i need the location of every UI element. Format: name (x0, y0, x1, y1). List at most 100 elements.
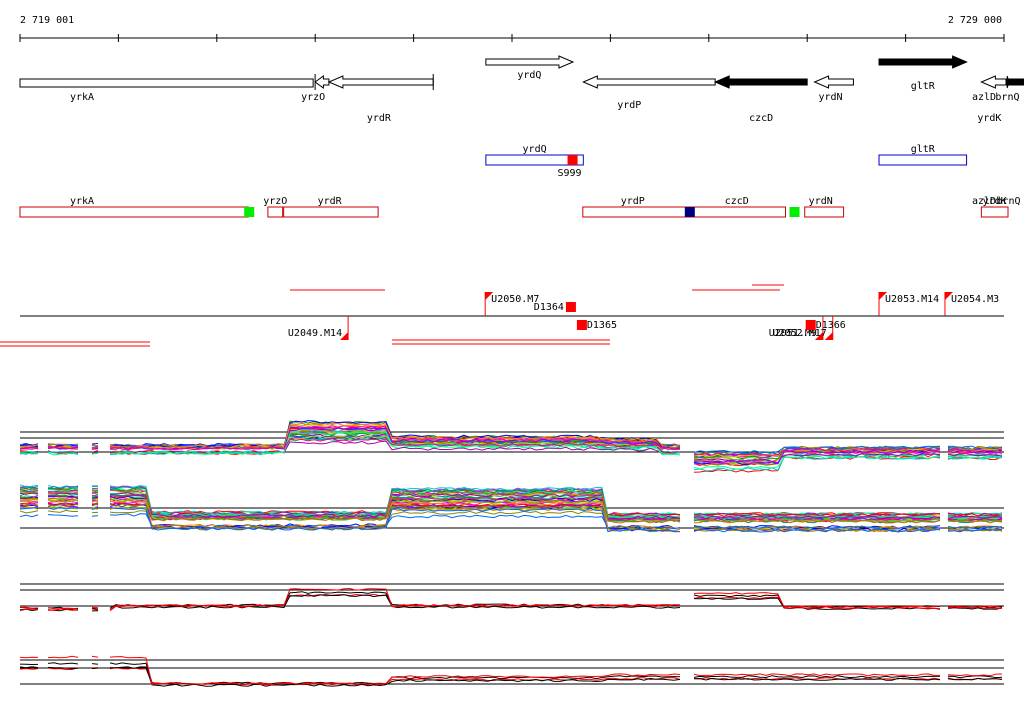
signal-label: S999 (558, 168, 582, 179)
minus-operon-yrdR[interactable]: yrdR (283, 196, 379, 218)
gene-arrow (485, 55, 575, 69)
downshift-D1364[interactable]: D1364 (534, 302, 576, 313)
gene-arrow (19, 78, 314, 88)
upshift-label: U2053.M14 (885, 294, 939, 305)
gene-arrow (327, 75, 434, 89)
gene-arrow (582, 75, 716, 89)
expression-panel-plus-summary (20, 583, 1004, 612)
gene-arrow (980, 75, 1007, 89)
upshift-U2050.M7[interactable]: U2050.M7 (484, 292, 539, 316)
gene-yrzO[interactable]: yrzO (301, 75, 330, 103)
gene-gltR[interactable]: gltR (878, 55, 968, 92)
plus-operon-gltR[interactable]: gltR (878, 144, 968, 166)
operon-box (485, 154, 584, 166)
downshift-marker (576, 320, 587, 330)
gene-arrow (1005, 78, 1024, 86)
operon-label: yrdP (621, 196, 645, 207)
signal-S999[interactable]: S999 (558, 155, 582, 179)
upshift-marker (485, 292, 494, 300)
minus-operon-yrzO[interactable]: yrzO (263, 196, 287, 218)
operon-label: yrkA (70, 196, 94, 207)
upshift-U2053.M14[interactable]: U2053.M14 (878, 292, 939, 316)
operon-box (267, 206, 284, 218)
gene-label: czcD (749, 113, 773, 124)
upshift-label: U2052.M17 (773, 328, 827, 339)
signal-box (567, 155, 578, 165)
upshift-label: U2054.M3 (951, 294, 999, 305)
upshift-marker (340, 332, 349, 340)
transcription-shift-track: U2050.M7 U2053.M14 U2054.M3 U2049.M14 U2051.… (0, 284, 1004, 347)
minus-operon-yrdN[interactable]: yrdN (804, 196, 845, 218)
downshift-D1365[interactable]: D1365 (576, 320, 617, 331)
upshift-U2051.M9[interactable]: U2051.M9 (769, 316, 824, 340)
operon-label: yrdR (318, 196, 343, 207)
minus-operon-azlD[interactable]: azlD (972, 196, 996, 207)
minus-operon-yrdK[interactable]: yrdK (980, 196, 1009, 218)
gene-azlD[interactable]: azlD (972, 76, 1024, 103)
minus-operon-yrdP-czcD[interactable]: yrdP czcD (582, 196, 800, 218)
operon-label: brnQ (996, 196, 1020, 207)
gene-label: yrdK (977, 113, 1001, 124)
gene-yrkA[interactable]: yrkA (19, 74, 316, 103)
gene-yrdQ[interactable]: yrdQ (485, 55, 575, 81)
upshift-U2054.M3[interactable]: U2054.M3 (944, 292, 999, 316)
upshift-marker (814, 332, 823, 340)
downshift-label: D1364 (534, 302, 564, 313)
gene-yrdN[interactable]: yrdN (813, 75, 854, 103)
gene-label: azlD (972, 92, 996, 103)
ruler-start-label: 2 719 001 (20, 15, 74, 26)
gene-czcD[interactable]: czcD (713, 75, 808, 124)
upshift-marker (824, 332, 833, 340)
downshift-label: D1365 (587, 320, 617, 331)
upshift-U2049.M14[interactable]: U2049.M14 (288, 316, 349, 340)
downshift-marker (805, 320, 816, 330)
gene-label: yrdP (617, 100, 641, 111)
operon-box (283, 206, 379, 218)
ruler-end-label: 2 729 000 (948, 15, 1002, 26)
expression-panel-minus-summary (20, 655, 1004, 687)
operon-label: yrzO (263, 196, 287, 207)
minus-operon-yrkA[interactable]: yrkA (19, 196, 255, 218)
gene-yrdP[interactable]: yrdP (582, 75, 716, 111)
operon-label: azlD (972, 196, 996, 207)
gene-label: gltR (911, 81, 936, 92)
operon-box (980, 206, 1009, 218)
gene-yrdR[interactable]: yrdR (327, 74, 434, 124)
expression-panel-minus-profiles (20, 484, 1004, 533)
gene-label: brnQ (995, 92, 1019, 103)
operon-box (804, 206, 845, 218)
downshift-D1366[interactable]: D1366 (805, 320, 846, 331)
operon-box (582, 206, 787, 218)
gene-arrow (314, 75, 330, 89)
upshift-marker (944, 292, 953, 300)
upshift-label: U2050.M7 (491, 294, 539, 305)
downshift-marker (565, 302, 576, 312)
operon-marker (789, 207, 800, 217)
operon-label: yrdK (983, 196, 1007, 207)
operon-label: yrdQ (523, 144, 547, 155)
downshift-label: D1366 (816, 320, 846, 331)
gene-label: yrzO (301, 92, 325, 103)
operon-marker (684, 207, 695, 217)
gene-track: yrkA yrzO yrdR yrdQ yrdP czcD yrdN gltR yrdK brnQ… (19, 55, 1024, 124)
plus-operon-yrdQ[interactable]: yrdQ (485, 144, 584, 166)
gene-yrdK[interactable]: yrdK (977, 75, 1007, 124)
minus-operon-brnQ[interactable]: brnQ (996, 196, 1020, 207)
operon-box (878, 154, 968, 166)
gene-label: yrdN (819, 92, 843, 103)
upshift-U2052.M17[interactable]: U2052.M17 (773, 316, 834, 340)
gene-arrow (713, 75, 808, 89)
upshift-marker (879, 292, 888, 300)
gene-arrow (813, 75, 854, 89)
coordinate-ruler: 2 719 001 2 729 000 (19, 15, 1005, 42)
expression-panel-plus-profiles (20, 420, 1004, 473)
operon-marker (244, 207, 255, 217)
upshift-label: U2051.M9 (769, 328, 817, 339)
operon-label: gltR (911, 144, 936, 155)
gene-label: yrkA (70, 92, 94, 103)
upshift-label: U2049.M14 (288, 328, 342, 339)
gene-label: yrdR (367, 113, 392, 124)
gene-label: yrdQ (517, 70, 541, 81)
